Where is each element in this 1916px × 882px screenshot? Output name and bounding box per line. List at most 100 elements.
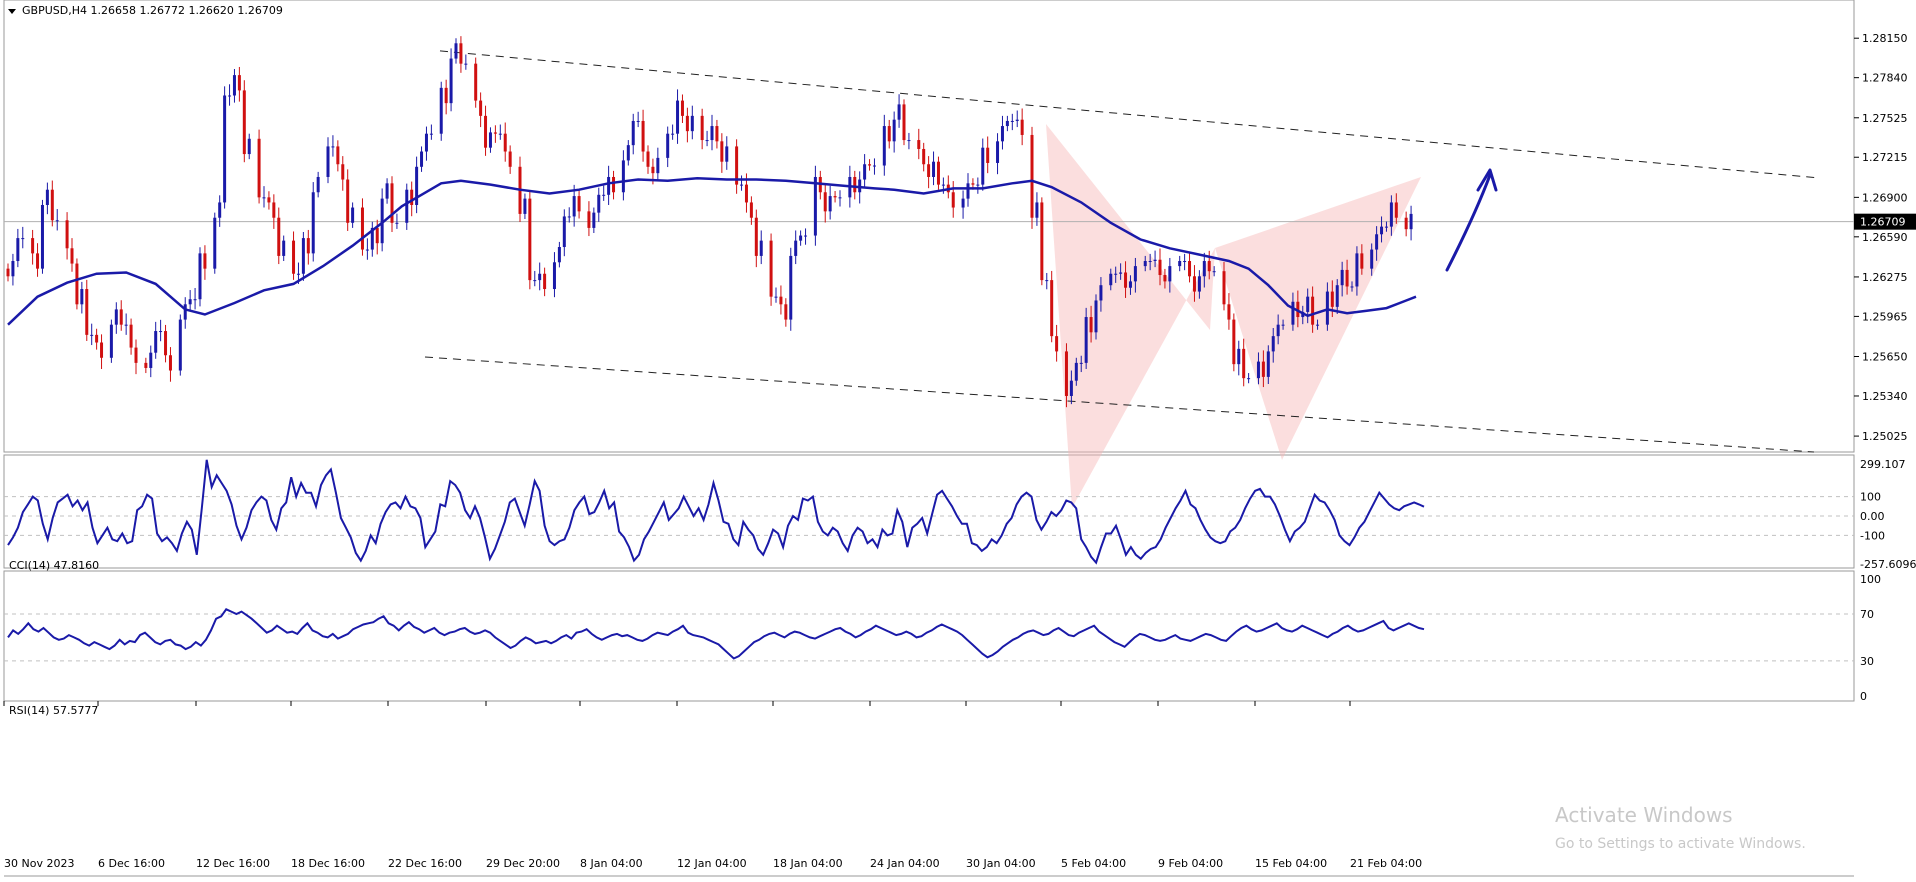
candle-body xyxy=(631,120,635,146)
candle-body xyxy=(1020,119,1024,135)
candle-body xyxy=(55,220,59,222)
candle-body xyxy=(523,198,527,214)
candle-body xyxy=(129,324,133,348)
candle-body xyxy=(1158,259,1162,276)
candle-body xyxy=(237,75,241,91)
candle-body xyxy=(1197,276,1201,292)
time-tick-label: 5 Feb 04:00 xyxy=(1061,857,1126,870)
candle-body xyxy=(863,164,867,180)
time-tick-label: 6 Dec 16:00 xyxy=(98,857,165,870)
candle-body xyxy=(1045,280,1049,282)
candle-body xyxy=(301,238,305,274)
candle-body xyxy=(941,184,945,186)
harmonic-pattern-left xyxy=(1046,124,1215,508)
candle-body xyxy=(36,253,40,269)
candle-body xyxy=(454,43,458,59)
rsi-line xyxy=(7,608,1425,660)
candle-body xyxy=(1183,261,1187,263)
price-tick-label: 1.25340 xyxy=(1862,390,1908,403)
candle-body xyxy=(1271,336,1275,352)
candle-body xyxy=(759,240,763,256)
candle-body xyxy=(872,165,876,167)
rsi-tick-label: 70 xyxy=(1860,608,1874,621)
candle-body xyxy=(424,133,428,152)
candle-body xyxy=(538,273,542,281)
candle-body xyxy=(1030,134,1034,218)
candle-body xyxy=(203,253,207,269)
candle-body xyxy=(774,296,778,298)
collapse-triangle-icon[interactable] xyxy=(8,9,16,14)
time-tick-label: 24 Jan 04:00 xyxy=(870,857,940,870)
candle-body xyxy=(868,164,872,166)
candle-body xyxy=(1316,324,1320,326)
candle-body xyxy=(666,133,670,158)
candle-body xyxy=(1261,361,1265,377)
candle-body xyxy=(828,196,832,212)
price-tick-label: 1.27215 xyxy=(1862,151,1908,164)
rsi-tick-label: 30 xyxy=(1860,655,1874,668)
candle-body xyxy=(1247,378,1251,380)
candle-body xyxy=(612,176,616,193)
candle-body xyxy=(587,211,591,228)
candle-body xyxy=(21,238,25,240)
candle-body xyxy=(380,198,384,244)
candle-body xyxy=(503,133,507,152)
candle-body xyxy=(395,222,399,224)
candle-body xyxy=(311,192,315,254)
candle-body xyxy=(326,146,330,177)
candle-body xyxy=(410,189,414,205)
price-tick-label: 1.27840 xyxy=(1862,72,1908,85)
candle-body xyxy=(375,227,379,244)
candle-body xyxy=(1114,273,1118,275)
candle-body xyxy=(341,164,345,180)
candle-body xyxy=(1380,226,1384,235)
cci-panel xyxy=(3,454,1855,569)
candle-body xyxy=(257,138,261,198)
candle-body xyxy=(927,164,931,177)
candle-body xyxy=(498,133,502,135)
candle-body xyxy=(740,184,744,186)
candle-body xyxy=(420,151,424,167)
cci-line xyxy=(7,459,1425,565)
candle-body xyxy=(552,262,556,290)
candle-body xyxy=(1325,291,1329,325)
candle-body xyxy=(577,196,581,212)
candle-body xyxy=(646,151,650,167)
candle-body xyxy=(1404,217,1408,230)
candle-body xyxy=(331,146,335,148)
candle-body xyxy=(144,362,148,368)
rsi-title: RSI(14) 57.5777 xyxy=(9,704,98,717)
candle-body xyxy=(100,342,104,358)
rsi-tick-label: 100 xyxy=(1860,573,1881,586)
cci-title: CCI(14) 47.8160 xyxy=(9,559,99,572)
candle-body xyxy=(459,43,463,64)
time-tick-label: 18 Jan 04:00 xyxy=(773,857,843,870)
price-panel xyxy=(3,0,1855,453)
candle-body xyxy=(976,184,980,186)
candle-body xyxy=(415,166,419,205)
price-tick-label: 1.26590 xyxy=(1862,231,1908,244)
current-price-box xyxy=(1854,213,1916,230)
candle-body xyxy=(1355,253,1359,287)
candle-body xyxy=(282,240,286,256)
candle-body xyxy=(1242,348,1246,379)
candle-body xyxy=(744,184,748,203)
candle-body xyxy=(1266,351,1270,377)
candle-body xyxy=(543,273,547,290)
candle-body xyxy=(671,133,675,135)
candle-body xyxy=(1124,272,1128,288)
time-tick-label: 9 Feb 04:00 xyxy=(1158,857,1223,870)
time-tick-label: 21 Feb 04:00 xyxy=(1350,857,1422,870)
candle-body xyxy=(690,115,694,132)
candle-body xyxy=(1281,324,1285,326)
candle-body xyxy=(109,324,113,358)
candle-body xyxy=(562,216,566,248)
harmonic-pattern-right xyxy=(1215,177,1421,460)
candle-body xyxy=(769,240,773,297)
candle-body xyxy=(887,126,891,142)
candle-body xyxy=(31,238,35,254)
candle-body xyxy=(1207,261,1211,272)
candle-body xyxy=(725,146,729,162)
candle-body xyxy=(1256,361,1260,379)
